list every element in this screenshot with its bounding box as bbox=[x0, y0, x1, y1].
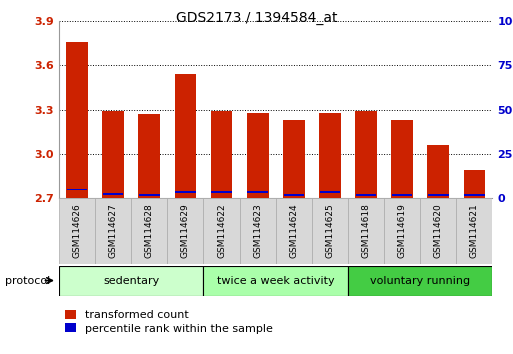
Bar bbox=[428, 194, 448, 196]
Bar bbox=[175, 192, 196, 193]
Bar bbox=[464, 194, 485, 196]
Text: GSM114620: GSM114620 bbox=[434, 204, 443, 258]
Bar bbox=[391, 120, 413, 198]
Bar bbox=[319, 113, 341, 198]
Text: GSM114626: GSM114626 bbox=[72, 204, 82, 258]
Bar bbox=[392, 194, 412, 196]
Text: sedentary: sedentary bbox=[103, 275, 160, 286]
Text: GSM114624: GSM114624 bbox=[289, 204, 298, 258]
Bar bbox=[355, 111, 377, 198]
Text: GSM114619: GSM114619 bbox=[398, 204, 407, 258]
Bar bbox=[427, 145, 449, 198]
Text: GSM114625: GSM114625 bbox=[325, 204, 334, 258]
Bar bbox=[420, 198, 457, 264]
Bar bbox=[59, 266, 204, 296]
Bar bbox=[139, 114, 160, 198]
Text: GSM114621: GSM114621 bbox=[470, 204, 479, 258]
Bar bbox=[131, 198, 167, 264]
Text: voluntary running: voluntary running bbox=[370, 275, 470, 286]
Bar bbox=[139, 194, 160, 196]
Bar bbox=[66, 42, 88, 198]
Bar bbox=[464, 170, 485, 198]
Bar bbox=[59, 198, 95, 264]
Bar bbox=[348, 198, 384, 264]
Text: GSM114628: GSM114628 bbox=[145, 204, 154, 258]
Bar bbox=[167, 198, 204, 264]
Bar bbox=[102, 111, 124, 198]
Bar bbox=[384, 198, 420, 264]
Bar bbox=[247, 113, 268, 198]
Bar bbox=[283, 120, 305, 198]
Bar bbox=[103, 193, 124, 195]
Bar bbox=[348, 266, 492, 296]
Bar bbox=[320, 192, 340, 193]
Bar bbox=[247, 192, 268, 193]
Bar bbox=[67, 188, 87, 190]
Bar bbox=[275, 198, 312, 264]
Text: GSM114629: GSM114629 bbox=[181, 204, 190, 258]
Bar bbox=[240, 198, 275, 264]
Bar bbox=[174, 74, 196, 198]
Bar bbox=[204, 266, 348, 296]
Text: GSM114622: GSM114622 bbox=[217, 204, 226, 258]
Bar bbox=[211, 192, 232, 193]
Bar bbox=[312, 198, 348, 264]
Text: protocol: protocol bbox=[5, 275, 50, 286]
Bar bbox=[95, 198, 131, 264]
Text: GSM114623: GSM114623 bbox=[253, 204, 262, 258]
Bar bbox=[284, 194, 304, 196]
Legend: transformed count, percentile rank within the sample: transformed count, percentile rank withi… bbox=[65, 310, 272, 334]
Text: twice a week activity: twice a week activity bbox=[217, 275, 334, 286]
Bar bbox=[356, 194, 377, 196]
Text: GSM114627: GSM114627 bbox=[109, 204, 117, 258]
Text: GSM114618: GSM114618 bbox=[362, 204, 370, 258]
Bar bbox=[457, 198, 492, 264]
Text: GDS2173 / 1394584_at: GDS2173 / 1394584_at bbox=[176, 11, 337, 25]
Bar bbox=[204, 198, 240, 264]
Bar bbox=[211, 111, 232, 198]
